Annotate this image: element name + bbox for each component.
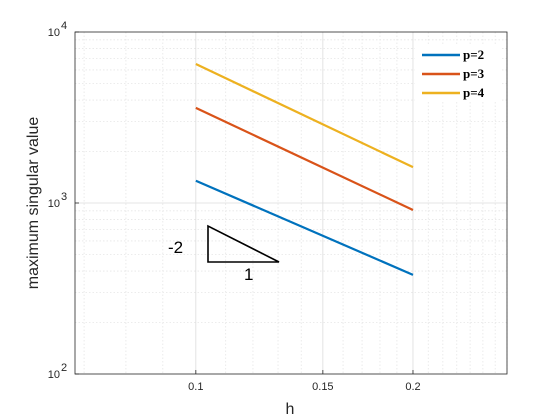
series-lines (195, 62, 414, 276)
y-tick-label: 10 (48, 27, 60, 39)
series-line-p=4 (195, 62, 414, 169)
slope-vertical-label: -2 (168, 238, 183, 257)
legend-entries: p=2 p=3 p=4 (422, 47, 485, 100)
legend: p=2 p=3 p=4 (415, 44, 500, 102)
x-axis-label: h (286, 401, 295, 418)
y-tick-label: 10 (48, 198, 60, 210)
y-tick-exponent: 2 (61, 362, 67, 374)
legend-label-p=4: p=4 (463, 85, 485, 100)
x-tick-label: 0.1 (188, 381, 203, 393)
x-tick-label: 0.2 (405, 381, 420, 393)
y-tick-exponent: 3 (61, 191, 67, 203)
y-tick-exponent: 4 (61, 20, 67, 32)
legend-label-p=3: p=3 (463, 66, 485, 81)
slope-triangle (207, 224, 280, 263)
legend-label-p=2: p=2 (463, 47, 484, 62)
x-tick-label: 0.15 (312, 381, 333, 393)
slope-annotation: -2 1 (168, 224, 280, 284)
y-tick-label: 10 (48, 369, 60, 381)
y-axis-label: maximum singular value (25, 117, 42, 290)
series-line-p=3 (195, 106, 414, 211)
slope-horizontal-label: 1 (244, 265, 253, 284)
series-line-p=2 (195, 179, 414, 276)
